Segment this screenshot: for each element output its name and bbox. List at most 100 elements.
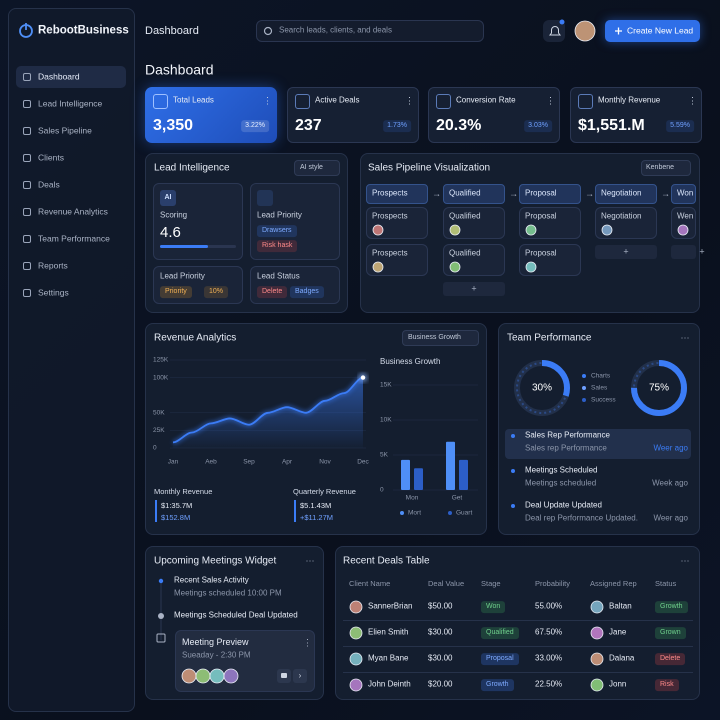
page-title: Dashboard [145,61,214,78]
dropdown[interactable] [641,160,691,176]
search-placeholder: Search leads, clients, and deals [279,25,392,35]
tag: Badges [290,286,324,298]
kpi-value: 3,350 [153,117,194,135]
nav-item[interactable]: Lead Intelligence [38,98,103,109]
column-header: Deal Value [428,578,465,588]
nav-item[interactable]: Revenue Analytics [38,206,108,217]
stat-label: Quarterly Revenue [293,486,356,496]
brand: RebootBusiness [38,24,129,37]
add-card-button[interactable] [671,245,696,259]
card-label: Prospects [372,211,408,221]
nav-item[interactable]: Clients [38,152,64,163]
stage-header [443,184,505,204]
probability: 55.00% [535,601,563,611]
panel-title: Team Performance [507,332,592,344]
row-divider [343,620,693,621]
activity-time: Week ago [652,478,688,488]
deal-value: $30.00 [428,627,453,637]
client-name: John Deinth [368,679,411,689]
activity-highlight [505,429,691,459]
kpi-icon [578,94,593,109]
dropdown-label[interactable]: AI style [300,164,323,172]
tag: Delete [257,286,288,298]
stat-accent [155,500,157,522]
stage-name: Won [677,188,694,198]
nav-item[interactable]: Deals [38,179,60,190]
probability: 22.50% [535,679,563,689]
search-box[interactable] [256,20,484,42]
nav-icon [23,262,31,270]
activity-detail: Deal rep Performance Updated. [525,513,638,523]
assigned-rep: Jonn [609,679,627,689]
panel-title: Revenue Analytics [154,332,237,344]
preview-title: Meeting Preview [182,637,249,648]
dropdown-label[interactable]: Business Growth [408,334,461,342]
deal-value: $50.00 [428,601,453,611]
kpi-card [287,87,419,143]
nav-icon [23,100,31,108]
card-label: Qualified [449,211,481,221]
topbar-title: Dashboard [145,24,199,37]
stage-header [366,184,428,204]
stage-name: Proposal [525,188,557,198]
stat-label: Monthly Revenue [154,486,213,496]
video-button[interactable] [277,669,291,683]
nav-item[interactable]: Sales Pipeline [38,125,92,136]
column-header: Client Name [349,578,391,588]
activity-title: Sales Rep Performance [525,430,610,440]
card-label: Wen [677,211,694,221]
kpi-label: Total Leads [173,95,214,105]
nav-item[interactable]: Settings [38,287,69,298]
nav-item[interactable]: Team Performance [38,233,110,244]
tag: Delete [655,653,686,665]
kpi-icon [153,94,168,109]
column-header: Stage [481,578,501,588]
priority-card [153,266,243,304]
priority-icon [257,190,273,206]
kpi-value: 237 [295,117,322,135]
kpi-label: Active Deals [315,95,360,105]
kpi-change: 5.59% [666,120,694,132]
stat-accent [294,500,296,522]
status-card [250,266,340,304]
nav-item[interactable]: Reports [38,260,68,271]
nav-active [16,66,126,88]
dropdown[interactable] [402,330,479,346]
stage-header [671,184,696,204]
kpi-value: 20.3% [436,117,482,135]
add-card-button[interactable] [443,282,505,296]
kpi-icon [436,94,451,109]
probability: 67.50% [535,627,563,637]
nav-icon [23,181,31,189]
column-header: Assigned Rep [590,578,637,588]
client-name: Elien Smith [368,627,409,637]
card-label: Prospects [372,248,408,258]
client-name: Myan Bane [368,653,409,663]
nav-item[interactable]: Dashboard [38,71,80,82]
add-card-button[interactable] [595,245,657,259]
dropdown-label[interactable]: Kenbene [646,164,675,172]
bell-button[interactable] [543,20,565,42]
panel-title: Lead Intelligence [154,162,230,174]
dropdown[interactable] [294,160,340,176]
create-lead-button[interactable] [605,20,700,42]
card-label: Proposal [525,211,557,221]
column-header: Probability [535,578,571,588]
next-button[interactable] [293,669,307,683]
tag: Growth [655,601,688,613]
scoring-label: Scoring [160,210,188,220]
row-divider [343,672,693,673]
nav-icon [23,235,31,243]
stat-sub: +$11.27M [300,512,334,522]
create-lead-label[interactable]: Create New Lead [627,25,694,36]
tag: Drawsers [257,225,297,237]
card-title: Lead Priority [257,210,302,220]
tag: Qualified [481,627,519,639]
sidebar [8,8,135,712]
meeting-title: Recent Sales Activity [174,575,249,585]
tag: Growth [481,679,514,691]
assigned-rep: Dalana [609,653,635,663]
deal-value: $30.00 [428,653,453,663]
preview-time: Sueaday - 2:30 PM [182,650,251,660]
